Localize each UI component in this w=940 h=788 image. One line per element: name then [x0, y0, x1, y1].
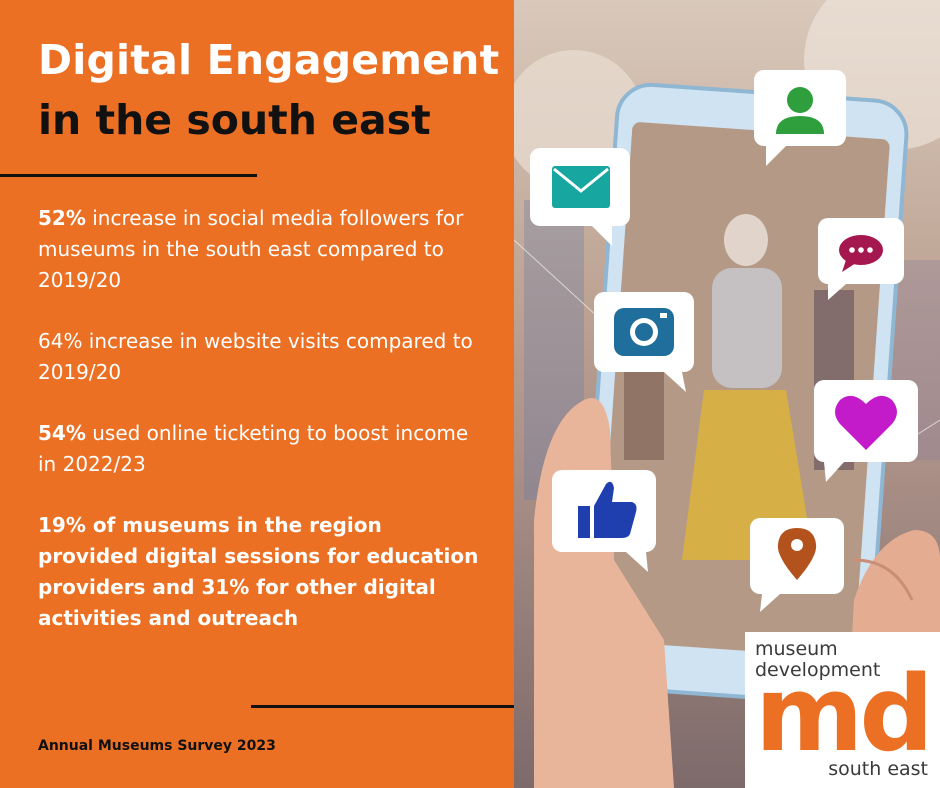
- map-pin-icon: [777, 528, 817, 580]
- stat-digital-sessions: 19% of museums in the region provided di…: [38, 513, 479, 630]
- phone-photo: [514, 0, 940, 788]
- chat-dots-icon: [839, 235, 883, 272]
- chat-bubble: [818, 218, 904, 300]
- stat-social-media: 52% increase in social media followers f…: [38, 206, 464, 292]
- thumbs-up-icon: [578, 481, 637, 538]
- divider-bottom: [251, 705, 514, 708]
- logo-text-south-east: south east: [828, 758, 928, 780]
- divider-top: [0, 174, 257, 177]
- heart-icon: [835, 395, 897, 450]
- title-line-1: Digital Engagement: [38, 36, 500, 84]
- stat-online-ticketing: 54% used online ticketing to boost incom…: [38, 421, 469, 476]
- heart-bubble: [814, 380, 918, 482]
- envelope-bubble: [530, 148, 630, 246]
- thumbs-up-bubble: [552, 470, 656, 572]
- map-pin-bubble: [750, 518, 844, 612]
- phone-illustration: [514, 0, 940, 788]
- camera-icon: [614, 308, 674, 356]
- title-line-2: in the south east: [38, 96, 431, 144]
- camera-bubble: [594, 292, 694, 392]
- museum-development-logo: md museum development south east: [745, 632, 940, 788]
- user-icon: [776, 87, 824, 134]
- logo-md-mark: md: [755, 653, 934, 775]
- user-bubble: [754, 70, 846, 166]
- logo-text-museum: museum: [755, 638, 838, 660]
- stat-website-visits: 64% increase in website visits compared …: [38, 329, 473, 384]
- stats-list: 52% increase in social media followers f…: [38, 203, 488, 664]
- logo-text-development: development: [755, 659, 881, 681]
- envelope-icon: [552, 166, 610, 208]
- source-citation: Annual Museums Survey 2023: [38, 738, 276, 754]
- left-panel: Digital Engagement in the south east 52%…: [0, 36, 514, 754]
